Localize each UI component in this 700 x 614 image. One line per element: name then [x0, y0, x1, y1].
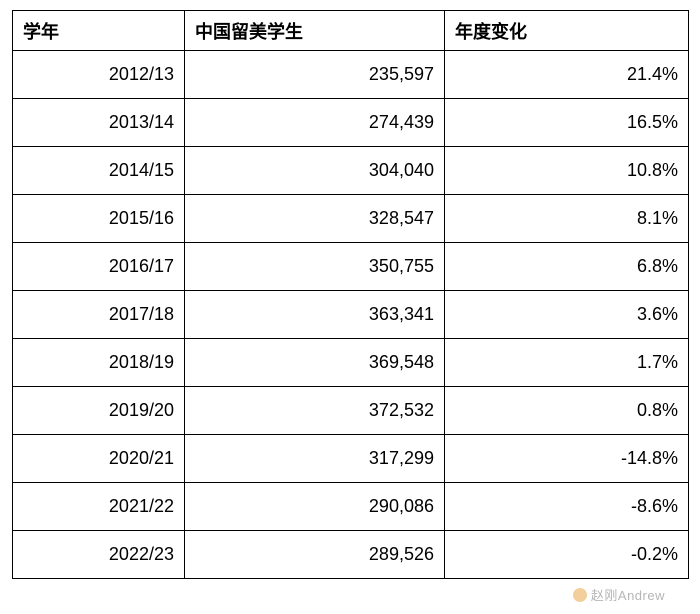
- cell-students: 289,526: [185, 531, 445, 579]
- cell-students: 350,755: [185, 243, 445, 291]
- cell-students: 290,086: [185, 483, 445, 531]
- table-row: 2019/20 372,532 0.8%: [13, 387, 689, 435]
- watermark: 赵刚Andrew: [573, 585, 665, 604]
- cell-year: 2016/17: [13, 243, 185, 291]
- cell-students: 235,597: [185, 51, 445, 99]
- watermark-text: 赵刚Andrew: [591, 585, 665, 604]
- cell-students: 317,299: [185, 435, 445, 483]
- weibo-icon: [573, 588, 587, 602]
- cell-students: 372,532: [185, 387, 445, 435]
- cell-year: 2014/15: [13, 147, 185, 195]
- cell-change: 21.4%: [445, 51, 689, 99]
- cell-students: 274,439: [185, 99, 445, 147]
- cell-year: 2022/23: [13, 531, 185, 579]
- table-header: 学年 中国留美学生 年度变化: [13, 11, 689, 51]
- table-row: 2016/17 350,755 6.8%: [13, 243, 689, 291]
- col-header-year: 学年: [13, 11, 185, 51]
- cell-year: 2018/19: [13, 339, 185, 387]
- cell-students: 369,548: [185, 339, 445, 387]
- table-row: 2022/23 289,526 -0.2%: [13, 531, 689, 579]
- cell-change: 8.1%: [445, 195, 689, 243]
- cell-change: -8.6%: [445, 483, 689, 531]
- col-header-change: 年度变化: [445, 11, 689, 51]
- table-row: 2014/15 304,040 10.8%: [13, 147, 689, 195]
- cell-change: 6.8%: [445, 243, 689, 291]
- table-row: 2013/14 274,439 16.5%: [13, 99, 689, 147]
- cell-year: 2020/21: [13, 435, 185, 483]
- cell-year: 2019/20: [13, 387, 185, 435]
- table-row: 2015/16 328,547 8.1%: [13, 195, 689, 243]
- cell-year: 2013/14: [13, 99, 185, 147]
- students-table: 学年 中国留美学生 年度变化 2012/13 235,597 21.4% 201…: [12, 10, 689, 579]
- table-body: 2012/13 235,597 21.4% 2013/14 274,439 16…: [13, 51, 689, 579]
- cell-students: 304,040: [185, 147, 445, 195]
- cell-year: 2012/13: [13, 51, 185, 99]
- cell-change: 1.7%: [445, 339, 689, 387]
- table-row: 2018/19 369,548 1.7%: [13, 339, 689, 387]
- table-row: 2020/21 317,299 -14.8%: [13, 435, 689, 483]
- cell-change: -14.8%: [445, 435, 689, 483]
- cell-change: 10.8%: [445, 147, 689, 195]
- cell-year: 2017/18: [13, 291, 185, 339]
- cell-students: 328,547: [185, 195, 445, 243]
- cell-year: 2021/22: [13, 483, 185, 531]
- cell-change: 16.5%: [445, 99, 689, 147]
- cell-students: 363,341: [185, 291, 445, 339]
- col-header-students: 中国留美学生: [185, 11, 445, 51]
- cell-change: 0.8%: [445, 387, 689, 435]
- table-row: 2012/13 235,597 21.4%: [13, 51, 689, 99]
- table-row: 2017/18 363,341 3.6%: [13, 291, 689, 339]
- table-row: 2021/22 290,086 -8.6%: [13, 483, 689, 531]
- cell-change: 3.6%: [445, 291, 689, 339]
- cell-change: -0.2%: [445, 531, 689, 579]
- cell-year: 2015/16: [13, 195, 185, 243]
